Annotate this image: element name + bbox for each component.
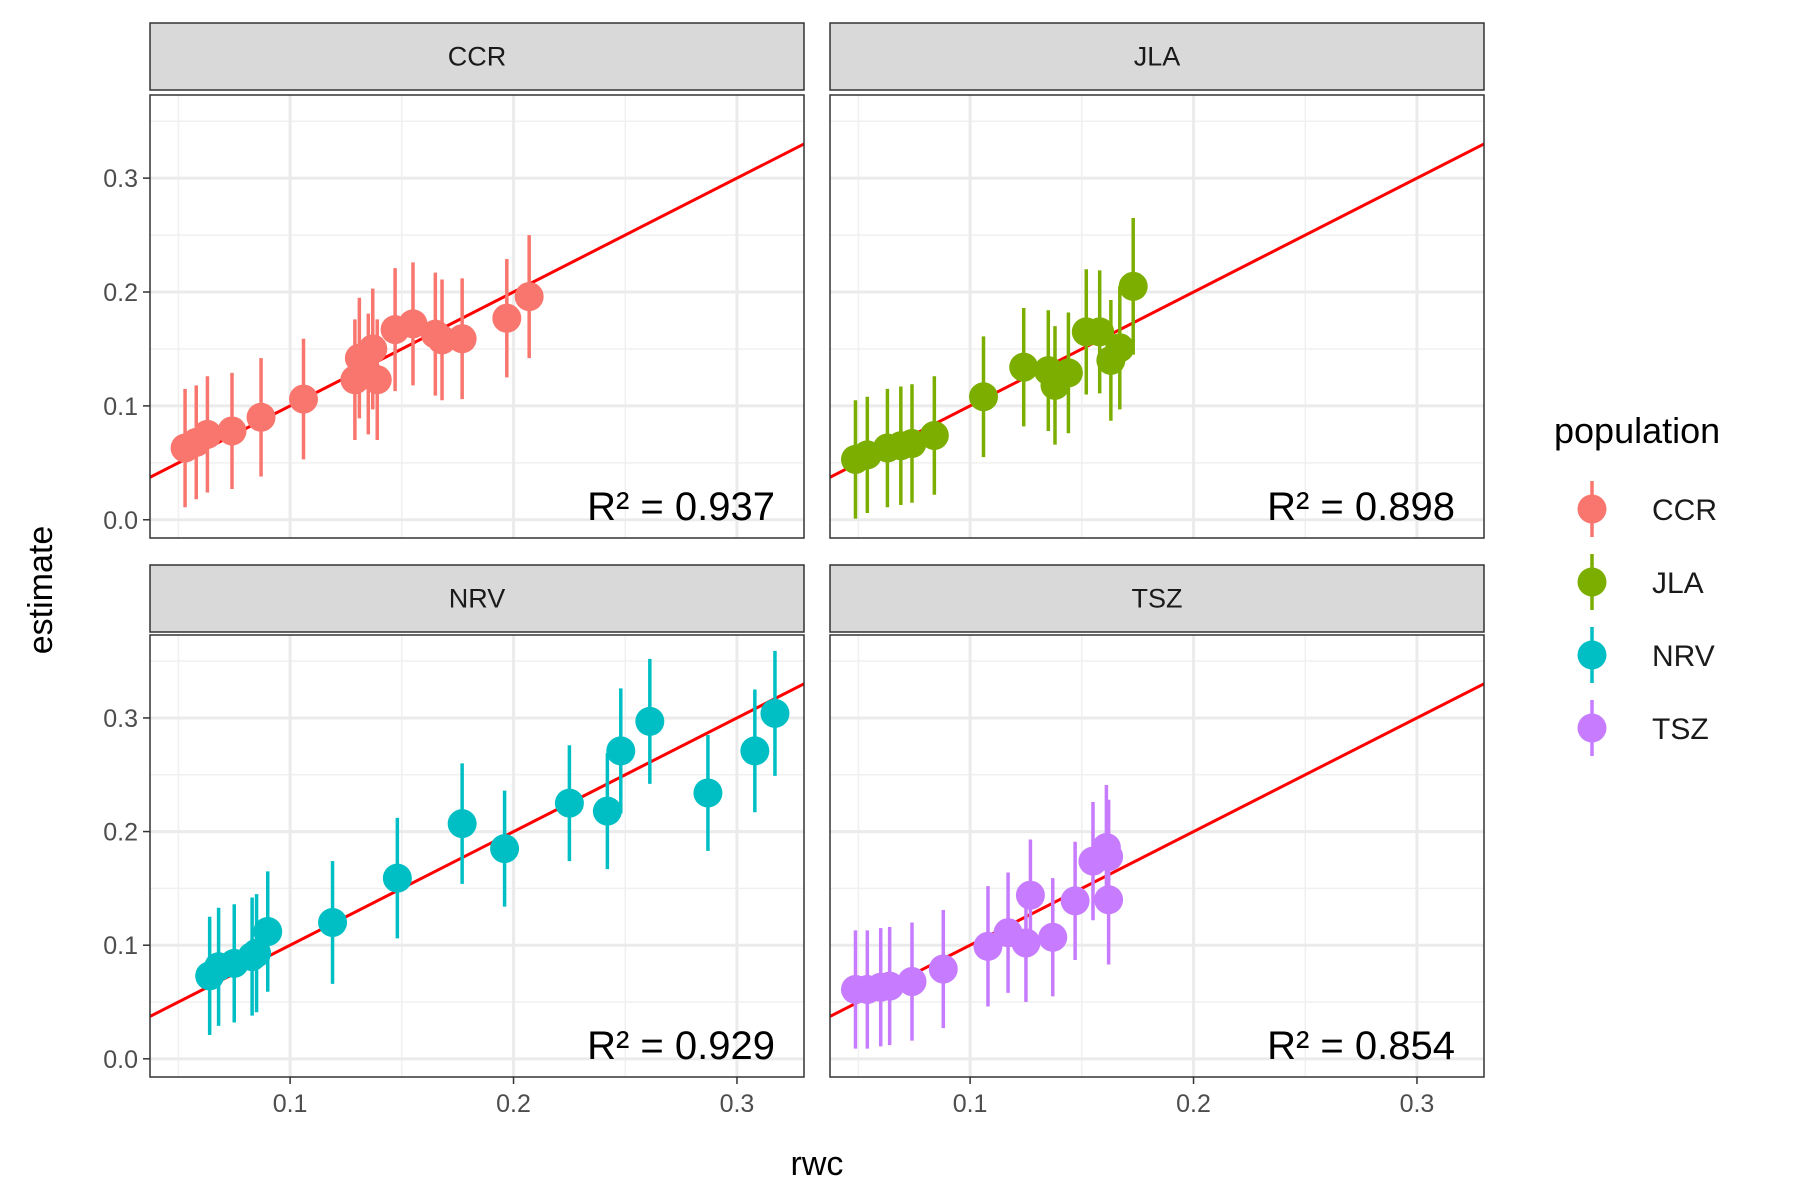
y-tick-label: 0.3 [103, 705, 138, 733]
panel [150, 635, 804, 1077]
legend-key-point [1577, 567, 1607, 597]
point [192, 419, 222, 449]
y-tick-label: 0.0 [103, 507, 138, 535]
point [919, 421, 949, 451]
point [1085, 317, 1115, 347]
point [897, 428, 927, 458]
x-tick-label: 0.1 [953, 1090, 988, 1118]
legend-label: NRV [1652, 640, 1715, 673]
point [447, 809, 477, 839]
panel-border [149, 634, 805, 1078]
point [246, 402, 276, 432]
point [1053, 358, 1083, 388]
panel [150, 95, 804, 538]
legend-label: JLA [1652, 567, 1704, 600]
point [242, 938, 272, 968]
facet-strip [149, 22, 805, 91]
point [318, 907, 348, 937]
point [492, 303, 522, 333]
facet-strip [149, 564, 805, 633]
x-tick-label: 0.2 [496, 1090, 531, 1118]
point [1015, 880, 1045, 910]
point [398, 309, 428, 339]
x-tick-label: 0.1 [273, 1090, 308, 1118]
x-tick-label: 0.2 [1176, 1090, 1211, 1118]
point [217, 416, 247, 446]
point [635, 706, 665, 736]
y-tick-label: 0.2 [103, 819, 138, 847]
reference-line [830, 142, 1484, 479]
point [514, 282, 544, 312]
panel [830, 95, 1484, 538]
legend-key-point [1577, 713, 1607, 743]
point [1038, 922, 1068, 952]
annotation: R² = 0.937 [587, 485, 775, 529]
facet-title: JLA [1134, 42, 1181, 72]
panel-border [149, 94, 805, 539]
legend-key-point [1577, 494, 1607, 524]
x-tick-label: 0.3 [1400, 1090, 1435, 1118]
legend-title: population [1554, 410, 1720, 451]
x-tick-label: 0.3 [720, 1090, 755, 1118]
point [362, 365, 392, 395]
point [693, 778, 723, 808]
y-tick-label: 0.2 [103, 279, 138, 307]
y-tick-label: 0.1 [103, 932, 138, 960]
y-tick-label: 0.0 [103, 1046, 138, 1074]
point [740, 736, 770, 766]
annotation: R² = 0.854 [1267, 1024, 1455, 1068]
point [1094, 842, 1124, 872]
y-tick-label: 0.1 [103, 393, 138, 421]
point [289, 384, 319, 414]
point [382, 863, 412, 893]
point [554, 788, 584, 818]
point [606, 736, 636, 766]
point [1094, 885, 1124, 915]
point [1118, 271, 1148, 301]
point [1009, 352, 1039, 382]
annotation: R² = 0.929 [587, 1024, 775, 1068]
facet-title: CCR [448, 42, 507, 72]
facet-title: TSZ [1132, 584, 1183, 614]
panel [830, 635, 1484, 1077]
point [760, 698, 790, 728]
panel-border [829, 634, 1485, 1078]
point [1060, 886, 1090, 916]
facet-strip [829, 564, 1485, 633]
point [447, 324, 477, 354]
legend-label: TSZ [1652, 713, 1709, 746]
x-axis-label: rwc [791, 1145, 844, 1183]
point [928, 954, 958, 984]
facet-strip [829, 22, 1485, 91]
point [1011, 928, 1041, 958]
facet-title: NRV [449, 584, 506, 614]
y-tick-label: 0.3 [103, 165, 138, 193]
point [897, 967, 927, 997]
point [1105, 333, 1135, 363]
legend-label: CCR [1652, 494, 1717, 527]
point [592, 796, 622, 826]
panel-border [829, 94, 1485, 539]
point [253, 917, 283, 947]
point [969, 382, 999, 412]
annotation: R² = 0.898 [1267, 485, 1455, 529]
point [490, 834, 520, 864]
point [875, 971, 905, 1001]
legend-key-point [1577, 640, 1607, 670]
y-axis-label: estimate [22, 526, 60, 655]
point [358, 334, 388, 364]
